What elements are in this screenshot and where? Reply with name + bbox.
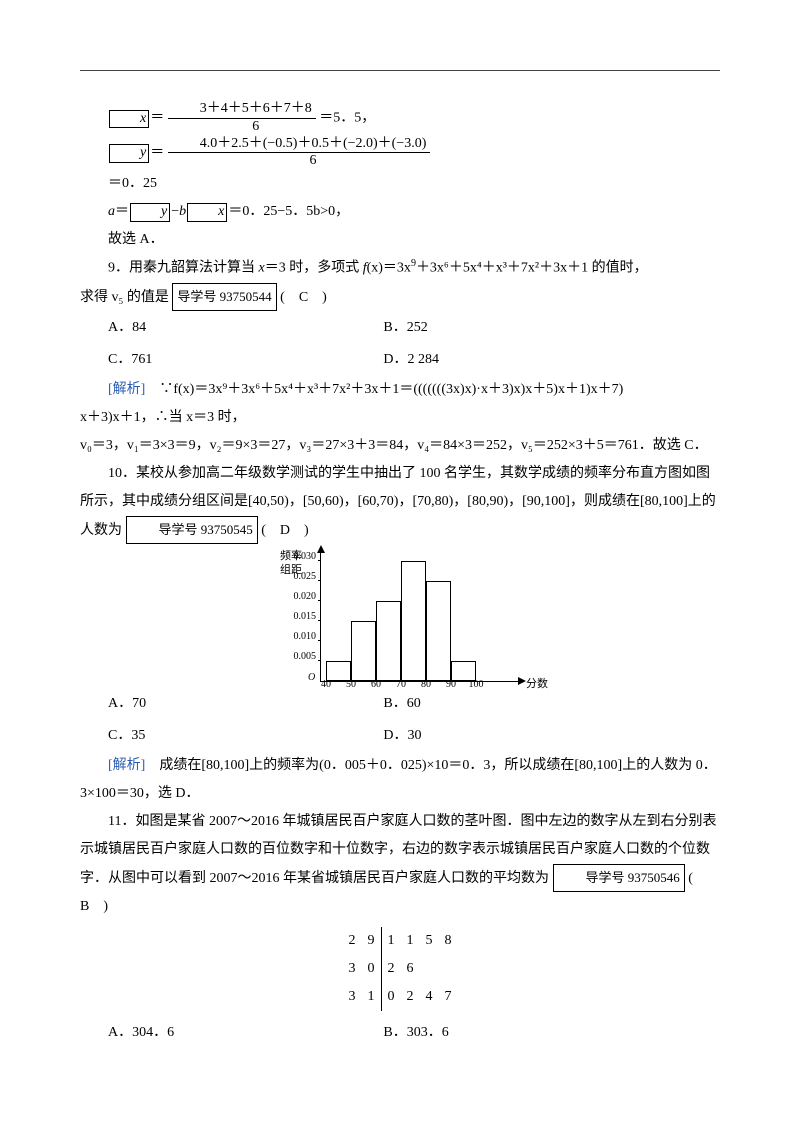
a-sym: a [108, 204, 115, 219]
stem-digit: 9 [362, 927, 382, 955]
q10-tag: 导学号 93750545 [126, 516, 258, 544]
stem-digit: 3 [343, 983, 362, 1011]
histo-origin: O [308, 668, 315, 688]
xbar-line: x＝ 3＋4＋5＋6＋7＋8 6 ＝5．5， [80, 101, 720, 136]
content: x＝ 3＋4＋5＋6＋7＋8 6 ＝5．5， y＝ 4.0＋2.5＋(−0.5)… [80, 101, 720, 1049]
leaf-digit: 1 [381, 927, 401, 955]
q10-ana-label: [解析] [108, 758, 145, 773]
stem-digit: 0 [362, 955, 382, 983]
ybar-line: y＝ 4.0＋2.5＋(−0.5)＋0.5＋(−2.0)＋(−3.0) 6 [80, 136, 720, 171]
q9-optB: B．252 [383, 312, 658, 344]
xtick: 90 [439, 675, 464, 695]
q9-ana: [解析] ∵f(x)＝3x⁹＋3x⁶＋5x⁴＋x³＋7x²＋3x＋1＝(((((… [80, 376, 720, 404]
histo-bar [426, 581, 451, 681]
leaf-digit: 6 [401, 955, 420, 983]
leaf-digit: 8 [439, 927, 458, 955]
q9-optC: C．761 [108, 344, 383, 376]
ybar-den: 6 [168, 153, 431, 170]
histo-bar [401, 561, 426, 681]
ytick: 0.015 [280, 607, 316, 627]
q9-stem3: (x)＝3x [367, 261, 411, 276]
q9-options: A．84 B．252 C．761 D．2 284 [108, 312, 720, 376]
xbar-sym: x [109, 110, 149, 129]
q10-optC: C．35 [108, 720, 383, 752]
a-line: a＝y−bx＝0．25−5．5b>0， [80, 198, 720, 226]
histo-bar [376, 601, 401, 681]
arrow-x [518, 677, 526, 685]
xtick: 100 [464, 675, 489, 695]
leaf-digit: 5 [420, 927, 439, 955]
stem-digit: 2 [343, 927, 362, 955]
q9-ana3: v₀＝3，v₁＝3×3＝9，v₂＝9×3＝27，v₃＝27×3＋3＝84，v₄＝… [80, 432, 720, 460]
xbar-num: 3＋4＋5＋6＋7＋8 [168, 101, 316, 119]
q9-ana1: ∵f(x)＝3x⁹＋3x⁶＋5x⁴＋x³＋7x²＋3x＋1＝(((((((3x)… [159, 382, 623, 397]
q9-ana2: x＋3)x＋1，∴当 x＝3 时， [80, 404, 720, 432]
histo-xlabel: 分数 [526, 673, 548, 695]
ybar-num: 4.0＋2.5＋(−0.5)＋0.5＋(−2.0)＋(−3.0) [168, 136, 431, 154]
a-val: ＝0．25−5．5b>0， [228, 204, 349, 219]
q11-options: A．304．6 B．303．6 [108, 1017, 720, 1049]
q11-stem: 11．如图是某省 2007～2016 年城镇居民百户家庭人口数的茎叶图．图中左边… [80, 808, 720, 921]
ybar-sym2: y [130, 203, 170, 222]
ytick: 0.020 [280, 587, 316, 607]
histo-axes: 分数 405060708090100 [320, 551, 520, 682]
ytick: 0.010 [280, 627, 316, 647]
leaf-digit: 2 [381, 955, 401, 983]
ytick: 0.005 [280, 647, 316, 667]
leaf-digit: 0 [381, 983, 401, 1011]
q9-optD: D．2 284 [383, 344, 658, 376]
q10-optD: D．30 [383, 720, 658, 752]
ytick: 0.030 [280, 547, 316, 567]
leaf-digit: 7 [439, 983, 458, 1011]
q9-paren: ( C ) [280, 290, 327, 305]
xtick: 80 [414, 675, 439, 695]
q9-tag: 导学号 93750544 [172, 283, 276, 311]
ybar-fraction: 4.0＋2.5＋(−0.5)＋0.5＋(−2.0)＋(−3.0) 6 [168, 136, 431, 171]
q10-paren: ( D ) [261, 523, 308, 538]
q9-stem4: 求得 v₅ 的值是 [80, 290, 169, 305]
q9-line2: 求得 v₅ 的值是 导学号 93750544 ( C ) [80, 283, 720, 312]
leaf-digit [439, 955, 458, 983]
q9-ana-label: [解析] [108, 382, 145, 397]
xtick: 60 [364, 675, 389, 695]
top-rule [80, 70, 720, 71]
xbar-sym2: x [187, 203, 227, 222]
xtick: 70 [389, 675, 414, 695]
leaf-digit: 2 [401, 983, 420, 1011]
histo-bar [351, 621, 376, 681]
stem-digit: 1 [362, 983, 382, 1011]
xtick: 40 [314, 675, 339, 695]
xbar-val: ＝5．5， [319, 111, 375, 126]
leaf-digit: 4 [420, 983, 439, 1011]
leaf-digit: 1 [401, 927, 420, 955]
q11-optA: A．304．6 [108, 1017, 383, 1049]
leaf-digit [420, 955, 439, 983]
xbar-fraction: 3＋4＋5＋6＋7＋8 6 [168, 101, 316, 136]
arrow-y [317, 545, 325, 553]
ybar-val: ＝0．25 [80, 170, 720, 198]
stem-digit: 3 [343, 955, 362, 983]
page: x＝ 3＋4＋5＋6＋7＋8 6 ＝5．5， y＝ 4.0＋2.5＋(−0.5)… [0, 0, 800, 1132]
q10-histogram: 频率 组距 分数 405060708090100 O 0.0050.0100.0… [280, 551, 520, 682]
q9-stem1: 9．用秦九韶算法计算当 [108, 261, 259, 276]
xbar-den: 6 [168, 119, 316, 136]
conclude-8: 故选 A． [80, 226, 720, 254]
q9-stem2: ＝3 时，多项式 [265, 261, 363, 276]
q10-options: A．70 B．60 C．35 D．30 [108, 688, 720, 752]
q10-ana-text: 成绩在[80,100]上的频率为(0．005＋0．025)×10＝0．3，所以成… [80, 758, 717, 801]
q9-poly: ＋3x⁶＋5x⁴＋x³＋7x²＋3x＋1 的值时， [416, 261, 648, 276]
q9-stem: 9．用秦九韶算法计算当 x＝3 时，多项式 f(x)＝3x9＋3x⁶＋5x⁴＋x… [80, 254, 720, 283]
q9-optA: A．84 [108, 312, 383, 344]
xtick: 50 [339, 675, 364, 695]
ybar-sym: y [109, 144, 149, 163]
ytick: 0.025 [280, 567, 316, 587]
q10-ana: [解析] 成绩在[80,100]上的频率为(0．005＋0．025)×10＝0．… [80, 752, 720, 808]
q11-tag: 导学号 93750546 [553, 864, 685, 892]
q11-optB: B．303．6 [383, 1017, 658, 1049]
stemleaf-table: 2911583026310247 [343, 927, 458, 1011]
q10-stem: 10．某校从参加高二年级数学测试的学生中抽出了 100 名学生，其数学成绩的频率… [80, 460, 720, 545]
q11-stemleaf: 2911583026310247 [300, 927, 500, 1011]
